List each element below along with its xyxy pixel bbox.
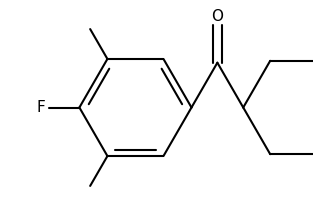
Text: O: O	[211, 9, 223, 24]
Text: F: F	[36, 100, 45, 115]
